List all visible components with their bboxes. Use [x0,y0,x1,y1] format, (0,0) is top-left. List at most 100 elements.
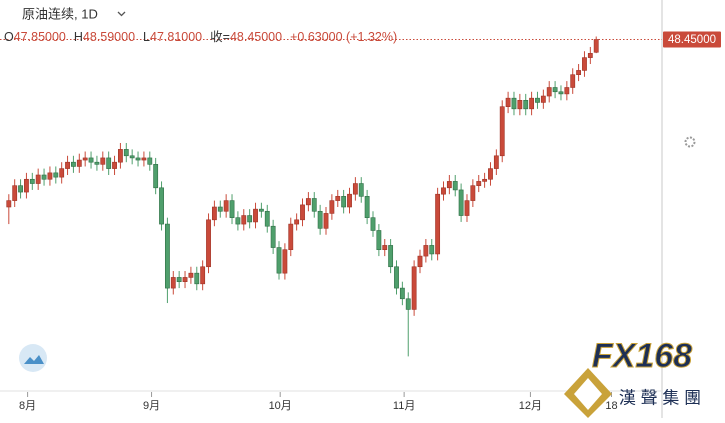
candle-body [382,245,388,250]
candle-body [329,200,335,214]
ohlc-key: L [143,30,150,44]
symbol-menu-chevron[interactable] [117,11,126,17]
cloud-icon [24,355,44,364]
candle-body [288,223,294,250]
candle-body [71,161,76,167]
candle-body [576,70,582,75]
candle-body [446,181,452,189]
candle-body [341,196,347,208]
candle-body [223,200,229,212]
candle-body [470,185,476,201]
candle-body [276,247,282,274]
symbol-title[interactable]: 原油连续, 1D [22,6,98,21]
candle-body [76,159,82,167]
candle-body [464,200,470,216]
candle-body [182,277,188,282]
candle-body [247,215,253,223]
x-tick-label: 18 [605,400,617,412]
candle-body [488,168,493,180]
candle-body [118,149,123,163]
candle-body [570,74,576,88]
candle-body [229,200,235,218]
candle-body [211,206,217,221]
candle-body [476,181,482,186]
candle-body [441,187,446,195]
logo-diamond-inner [574,378,602,410]
candle-body [53,172,59,178]
candle-body [411,266,417,310]
candle-body [141,157,147,161]
candle-body [253,208,258,223]
cloud-button[interactable] [19,344,47,372]
candle-body [100,157,106,165]
candle-body [300,204,305,221]
overlay: 48.45000 8月 9月 10月 11月 12月 18 [0,31,721,412]
ohlc-value: 48.45000 [230,30,282,44]
candle-body [264,210,270,227]
candle-body [493,155,499,169]
candle-body [582,57,587,71]
candle-body [200,266,206,285]
candle-body [29,178,35,184]
candle-body [294,219,300,225]
candle-body [352,183,358,195]
ohlc-value: 47.81000 [150,30,202,44]
x-tick-label: 8月 [19,400,36,412]
candles [6,36,599,357]
ohlc-key: H [74,30,83,44]
candle-body [452,181,458,191]
candle-body [282,249,288,274]
settings-button[interactable] [684,136,696,148]
candle-body [405,298,411,310]
candle-body [517,100,523,110]
candle-body [305,198,311,206]
candle-body [394,266,399,289]
candle-body [147,157,153,165]
candle-body [335,196,341,201]
logo: FX168 漢 聲 集 團 [564,336,701,418]
candle-body [123,149,129,157]
candle-body [24,178,29,193]
candle-body [458,189,464,216]
ohlc-value: 48.59000 [83,30,135,44]
candle-body [347,193,352,208]
candle-body [18,185,23,193]
candle-body [317,210,323,229]
ohlc-header: O47.85000 H48.59000 L47.81000 收=48.45000 +0.… [4,30,397,44]
candle-body [270,225,276,248]
candle-body [376,230,382,250]
candle-body [511,97,517,110]
candle-body [564,87,570,95]
candle-body [164,223,170,289]
candle-body [311,198,317,212]
ohlc-key: O [4,30,14,44]
candle-body [435,193,441,255]
x-tick-label: 11月 [393,400,415,412]
candle-body [188,272,194,278]
logo-brand: FX168 [592,337,692,375]
candle-body [358,183,364,197]
candle-body [135,157,141,161]
candle-body [88,157,94,163]
candle-body [546,87,552,97]
ohlc-value: +0.63000 (+1.32%) [290,30,397,44]
candle-body [587,53,593,58]
candle-body [505,97,511,108]
candle-body [370,217,376,231]
candle-body [170,277,176,289]
candle-body [176,277,182,282]
candle-body [399,287,405,300]
x-tick-label: 9月 [143,400,160,412]
candle-body [558,91,564,95]
candle-body [499,106,505,157]
candle-body [94,161,100,165]
candle-body [529,97,535,110]
candle-body [258,208,264,212]
candle-body [388,245,394,268]
candle-body [35,174,41,184]
candle-body [535,97,540,103]
candle-body [417,255,423,268]
candle-body [523,100,529,110]
